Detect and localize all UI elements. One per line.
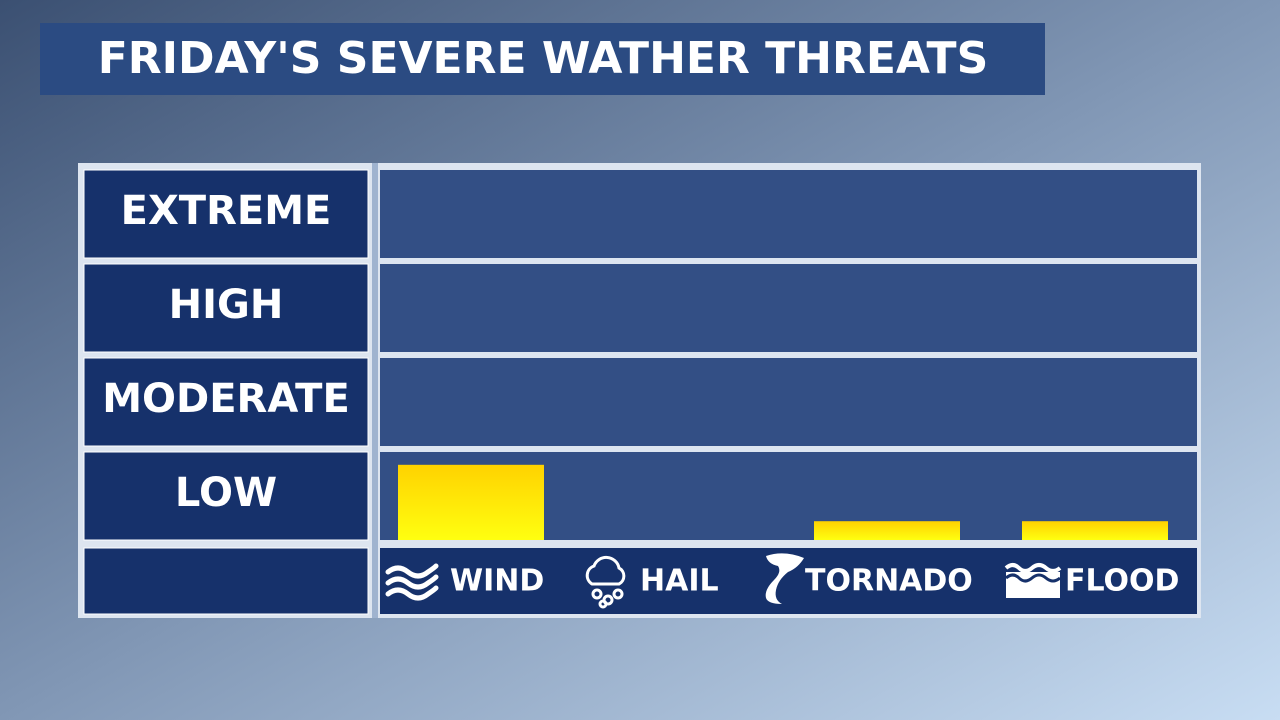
level-row-panel xyxy=(380,170,1197,258)
x-tick-label: WIND xyxy=(450,564,544,599)
wind-icon xyxy=(385,563,439,601)
level-label-cell xyxy=(83,263,369,353)
chart-title: FRIDAY'S SEVERE WATHER THREATS xyxy=(98,33,989,84)
level-label-cell xyxy=(83,451,369,541)
level-label-cell xyxy=(83,169,369,259)
hail-icon xyxy=(585,555,626,609)
footer-label-cell xyxy=(83,547,369,615)
level-row-panel xyxy=(380,358,1197,446)
bar xyxy=(1022,521,1168,540)
title-box xyxy=(40,23,1045,95)
flood-icon xyxy=(1004,563,1062,598)
bar xyxy=(398,464,544,540)
bar xyxy=(814,521,960,540)
level-label-cell xyxy=(83,357,369,447)
x-tick-label: TORNADO xyxy=(805,564,973,599)
frame-divider xyxy=(372,163,378,618)
y-tick-label: MODERATE xyxy=(102,376,350,422)
tornado-icon xyxy=(765,553,804,604)
x-tick-label: FLOOD xyxy=(1065,564,1179,599)
y-tick-label: EXTREME xyxy=(121,188,332,234)
y-tick-label: HIGH xyxy=(169,282,284,328)
y-tick-label: LOW xyxy=(175,470,277,516)
level-row-panel xyxy=(380,264,1197,352)
x-tick-label: HAIL xyxy=(640,564,719,599)
